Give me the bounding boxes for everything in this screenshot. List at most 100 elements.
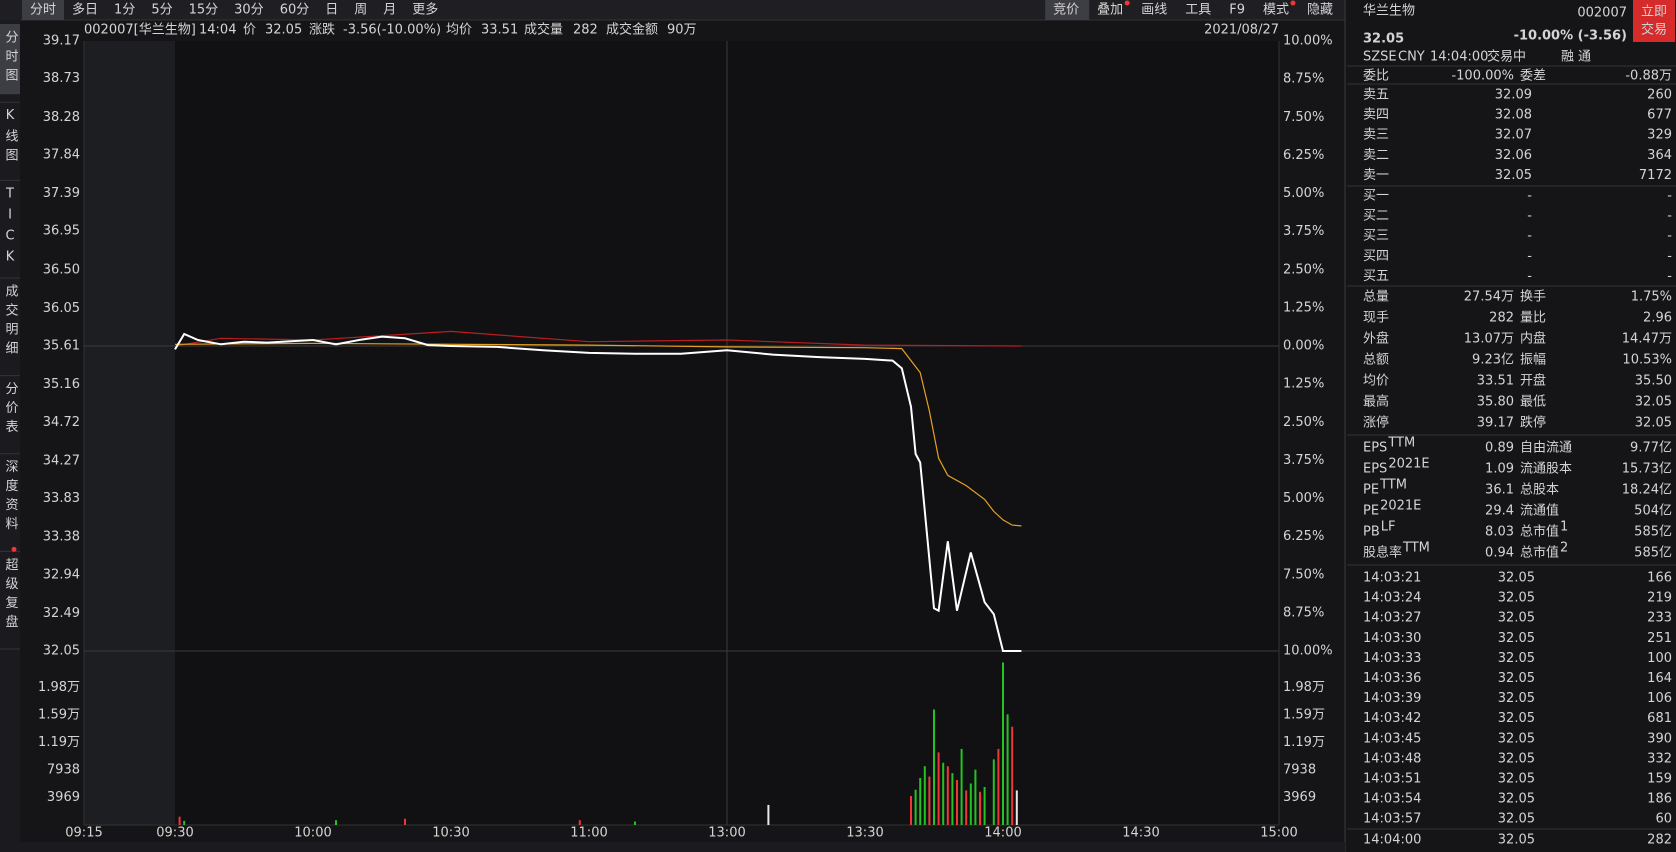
info-change-label: 涨跌 [309, 22, 335, 38]
pct-tick-label: 2.50% [1283, 262, 1324, 277]
field-label: 总市值 [1520, 545, 1559, 561]
volume-tick-label: 1.59万 [38, 708, 80, 723]
field-value: 1.75% [1631, 290, 1672, 305]
toolbar-tab[interactable]: 日 [325, 3, 338, 18]
field-value: 282 [1489, 311, 1514, 326]
book-volume: 364 [1647, 148, 1672, 163]
trade-price: 32.05 [1498, 772, 1535, 787]
trade-time: 14:03:42 [1363, 711, 1421, 726]
toolbar-tool[interactable]: 竞价 [1053, 2, 1079, 18]
toolbar-tool[interactable]: 隐藏 [1307, 3, 1333, 18]
field-label: 总股本 [1520, 483, 1559, 498]
info-amount: 90万 [667, 23, 697, 38]
field-label-sup: TTM [1379, 478, 1407, 493]
field-label: 流通值 [1520, 503, 1559, 519]
toolbar-tab[interactable]: 更多 [412, 2, 438, 18]
last-price: 32.05 [1363, 32, 1404, 47]
trade-price: 32.05 [1498, 651, 1535, 666]
trade-time: 14:04:00 [1363, 833, 1421, 848]
book-label: 买三 [1363, 229, 1389, 244]
toolbar-tab[interactable]: 周 [354, 3, 367, 18]
ratio-label: 委比 [1363, 69, 1389, 84]
volume-bar [923, 766, 926, 825]
trade-time: 14:03:57 [1363, 812, 1421, 827]
trade-button-label[interactable]: 立即 [1641, 5, 1667, 20]
toolbar-tab[interactable]: 30分 [234, 3, 264, 18]
x-tick-label: 11:00 [570, 826, 607, 841]
field-value: 1.09 [1485, 462, 1514, 477]
field-label-sup: TTM [1387, 436, 1415, 451]
quote-status: 交易中 [1487, 49, 1526, 65]
volume-bar [956, 780, 958, 825]
field-value: 0.94 [1485, 546, 1514, 561]
toolbar-tab[interactable]: 15分 [189, 3, 219, 18]
volume-bar [178, 816, 181, 825]
toolbar-tool[interactable]: F9 [1229, 3, 1245, 18]
toolbar-tool[interactable]: 叠加 [1097, 3, 1123, 18]
book-volume: - [1667, 189, 1672, 204]
toolbar-tab[interactable]: 1分 [114, 3, 135, 18]
trade-button[interactable] [1633, 0, 1675, 42]
pct-tick-label: 10.00% [1283, 644, 1333, 659]
volume-bar [910, 795, 912, 825]
toolbar-tab[interactable]: 60分 [280, 3, 310, 18]
book-price: - [1527, 189, 1532, 204]
side-tab[interactable]: 分价表 [3, 382, 19, 439]
toolbar-tool[interactable]: 模式 [1263, 3, 1289, 18]
field-value: 33.51 [1477, 374, 1514, 389]
pct-tick-label: 7.50% [1283, 567, 1324, 582]
quote-time: 14:04:00 [1430, 50, 1488, 65]
side-tab[interactable]: 深度资料 [3, 460, 19, 536]
ratio-value: -100.00% [1451, 69, 1514, 84]
x-tick-label: 13:30 [846, 826, 883, 841]
x-tick-label: 13:00 [708, 826, 745, 841]
field-value: 39.17 [1477, 416, 1514, 431]
toolbar-tab[interactable]: 多日 [72, 2, 98, 18]
side-tab[interactable]: K线图 [3, 108, 19, 167]
trade-button-label[interactable]: 交易 [1641, 22, 1667, 38]
badge-dot [1124, 0, 1130, 6]
toolbar-tool[interactable]: 画线 [1141, 3, 1167, 18]
volume-bar [983, 786, 986, 825]
trade-volume: 100 [1647, 651, 1672, 666]
side-tab[interactable]: TICK [3, 186, 18, 270]
info-date: 2021/08/27 [1204, 23, 1279, 38]
volume-tick-label: 1.98万 [1283, 680, 1325, 695]
field-value: 10.53% [1622, 353, 1672, 368]
pct-tick-label: 2.50% [1283, 415, 1324, 430]
trade-volume: 219 [1647, 591, 1672, 606]
book-price: 32.07 [1495, 128, 1532, 143]
y-tick-label: 37.39 [43, 186, 80, 201]
status-bar [0, 842, 1345, 852]
field-value: 9.23亿 [1472, 353, 1514, 368]
toolbar-tab[interactable]: 5分 [151, 3, 172, 18]
y-tick-label: 34.72 [43, 415, 80, 430]
trade-volume: 60 [1655, 812, 1672, 827]
volume-bar [997, 748, 1000, 825]
plot-bg [84, 41, 1279, 825]
side-tab[interactable]: 超级复盘 [3, 557, 19, 633]
quote-currency: CNY [1398, 50, 1425, 65]
book-volume: - [1667, 209, 1672, 224]
toolbar-tab[interactable]: 分时 [30, 3, 56, 18]
ratio-value: -0.88万 [1625, 69, 1672, 84]
trade-time: 14:03:33 [1363, 651, 1421, 666]
toolbar-tool[interactable]: 工具 [1185, 3, 1211, 18]
toolbar-tab[interactable]: 月 [383, 3, 396, 18]
volume-bar [1011, 726, 1014, 825]
x-tick-label: 09:15 [65, 826, 102, 841]
y-tick-label: 33.38 [43, 530, 80, 545]
field-label: 开盘 [1520, 373, 1546, 389]
book-price: 32.06 [1495, 148, 1532, 163]
trade-price: 32.05 [1498, 711, 1535, 726]
trade-time: 14:03:54 [1363, 792, 1421, 807]
field-label: EPS [1363, 441, 1387, 456]
badge-dot [11, 546, 17, 552]
field-value: 32.05 [1635, 395, 1672, 410]
side-tab[interactable]: 分时图 [3, 30, 19, 87]
trade-time: 14:03:30 [1363, 631, 1421, 646]
side-tab[interactable]: 成交明细 [3, 284, 19, 360]
x-tick-label: 10:30 [432, 826, 469, 841]
